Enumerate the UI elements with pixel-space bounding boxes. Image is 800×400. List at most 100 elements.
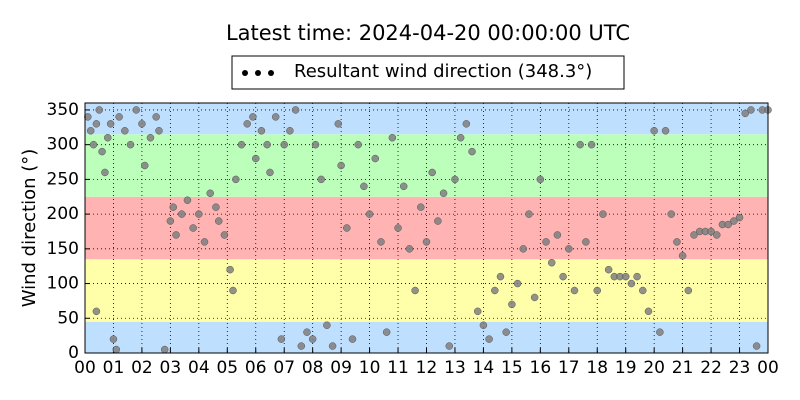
- y-tick-label: 300: [47, 135, 79, 155]
- data-point: [633, 272, 641, 281]
- data-point: [394, 224, 402, 232]
- x-tick-label: 18: [586, 358, 608, 378]
- data-point: [115, 113, 123, 121]
- data-point: [428, 168, 436, 177]
- data-point: [271, 113, 280, 121]
- data-point: [291, 106, 300, 114]
- data-point: [169, 203, 177, 211]
- x-tick-label: 14: [473, 358, 495, 378]
- data-point: [656, 328, 664, 336]
- data-point: [445, 342, 454, 350]
- data-point: [277, 335, 286, 343]
- data-point: [286, 127, 294, 135]
- data-point: [553, 231, 562, 239]
- data-point: [730, 217, 738, 225]
- data-point: [525, 210, 533, 218]
- data-point: [141, 161, 149, 170]
- data-point: [84, 113, 92, 121]
- data-point: [92, 120, 101, 128]
- data-point: [547, 258, 556, 267]
- data-point: [101, 168, 109, 177]
- data-point: [232, 175, 240, 184]
- data-point: [183, 196, 192, 204]
- data-point: [106, 120, 115, 128]
- data-point: [200, 238, 209, 246]
- data-point: [266, 168, 274, 177]
- data-point: [502, 328, 510, 336]
- data-point: [360, 182, 368, 191]
- x-tick-label: 22: [700, 358, 722, 378]
- data-point: [434, 217, 442, 225]
- data-point: [707, 227, 715, 236]
- data-point: [496, 272, 505, 281]
- data-point: [95, 106, 103, 114]
- x-tick-label: 00: [74, 358, 96, 378]
- data-point: [559, 272, 567, 281]
- x-tick-label: 12: [416, 358, 438, 378]
- data-point: [317, 175, 325, 184]
- data-point: [604, 265, 613, 274]
- data-point: [297, 342, 306, 350]
- data-point: [354, 140, 362, 149]
- y-tick-label: 150: [47, 239, 79, 259]
- data-point: [257, 127, 266, 135]
- data-point: [735, 213, 744, 222]
- data-point: [109, 335, 118, 343]
- data-point: [152, 113, 160, 121]
- data-point: [112, 345, 121, 354]
- data-point: [371, 154, 380, 163]
- data-point: [542, 238, 550, 246]
- data-point: [337, 161, 345, 170]
- y-tick-label: 0: [68, 343, 79, 363]
- data-point: [308, 335, 317, 343]
- data-point: [189, 224, 197, 232]
- data-point: [334, 120, 343, 128]
- data-point: [599, 210, 607, 218]
- data-point: [417, 203, 425, 211]
- data-point: [468, 147, 476, 156]
- data-point: [673, 238, 681, 246]
- data-point: [479, 321, 488, 329]
- data-point: [121, 127, 129, 135]
- y-tick-label: 200: [47, 204, 79, 224]
- x-tick-label: 13: [444, 358, 466, 378]
- x-tick-label: 15: [501, 358, 523, 378]
- data-point: [178, 210, 186, 218]
- data-point: [741, 109, 749, 118]
- x-tick-label: 11: [387, 358, 409, 378]
- x-tick-label: 00: [757, 358, 779, 378]
- data-point: [661, 127, 670, 135]
- data-point: [229, 286, 237, 295]
- data-point: [536, 175, 545, 184]
- data-point: [323, 321, 331, 329]
- data-point: [89, 140, 98, 149]
- data-point: [365, 210, 374, 218]
- legend-marker: [268, 70, 274, 76]
- data-point: [451, 175, 459, 184]
- data-point: [206, 189, 214, 198]
- data-point: [411, 286, 419, 295]
- x-tick-label: 17: [558, 358, 580, 378]
- data-point: [627, 279, 636, 288]
- data-point: [491, 286, 499, 295]
- data-point: [172, 231, 180, 239]
- data-point: [752, 342, 761, 350]
- data-point: [456, 133, 465, 142]
- data-point: [220, 231, 229, 239]
- x-tick-label: 10: [359, 358, 381, 378]
- legend: Resultant wind direction (348.3°): [231, 55, 625, 90]
- data-point: [747, 106, 755, 114]
- data-point: [439, 189, 448, 198]
- x-tick-label: 02: [131, 358, 153, 378]
- data-point: [377, 238, 385, 246]
- data-point: [422, 238, 431, 246]
- data-point: [678, 252, 687, 260]
- data-point: [713, 231, 721, 239]
- x-tick-label: 01: [103, 358, 125, 378]
- data-point: [565, 245, 573, 253]
- data-point: [226, 265, 234, 274]
- data-point: [530, 293, 539, 302]
- data-point: [644, 307, 653, 316]
- x-tick-label: 06: [245, 358, 267, 378]
